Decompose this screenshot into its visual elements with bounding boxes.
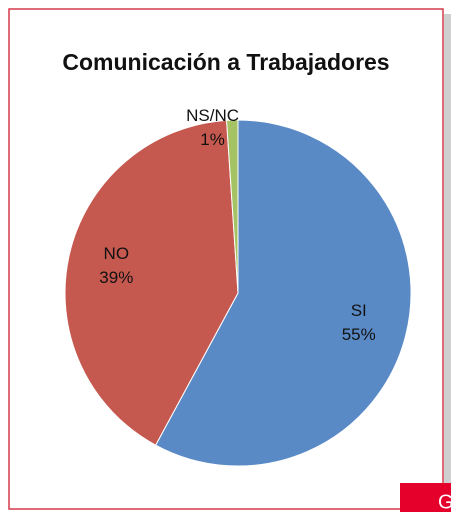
chart-title: Comunicación a Trabajadores — [62, 49, 389, 75]
pie-slice — [154, 119, 412, 467]
slice-value-label: 39% — [99, 268, 133, 287]
corner-tab — [400, 483, 451, 512]
pie-slice — [64, 119, 239, 446]
slice-label: NO — [104, 244, 130, 263]
pie: SI 55% NO 39% NS/NC 1% — [64, 106, 412, 467]
slice-value-label: 1% — [200, 130, 225, 149]
slice-label: SI — [351, 301, 367, 320]
slice-label: NS/NC — [186, 106, 239, 125]
corner-tab-text: G — [438, 491, 451, 512]
frame-shadow — [444, 14, 451, 512]
slice-value-label: 55% — [342, 325, 376, 344]
pie-slice — [226, 119, 239, 294]
